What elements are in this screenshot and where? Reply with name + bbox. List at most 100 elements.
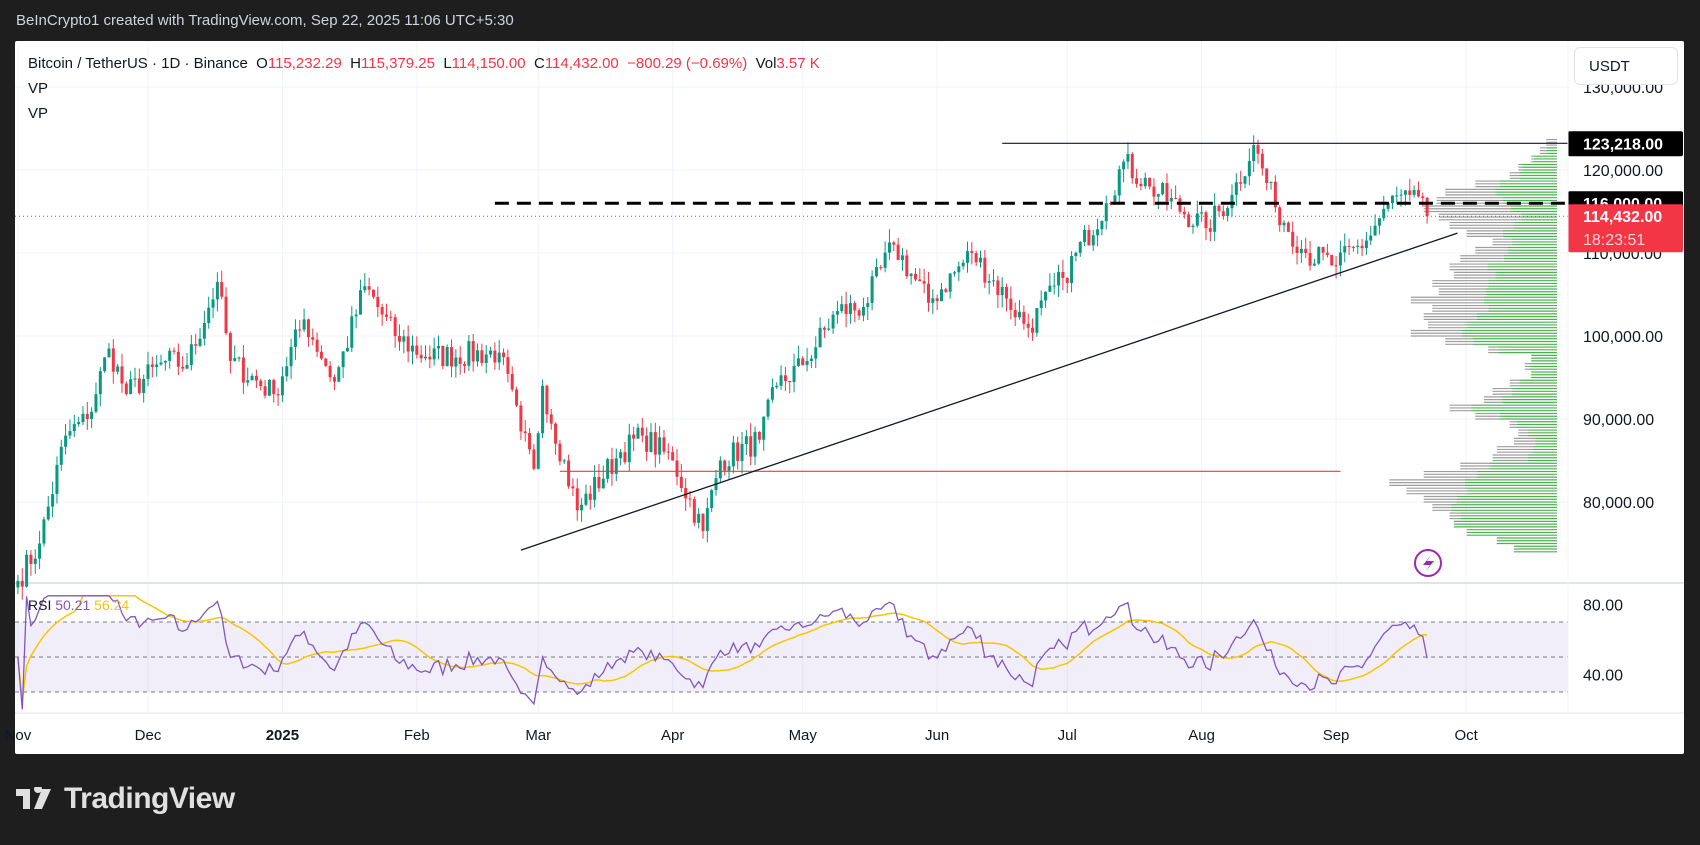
candle-body (961, 262, 965, 267)
candle-body (1070, 256, 1074, 284)
candle-body (129, 379, 133, 395)
candle-body (241, 357, 245, 383)
candle-body (202, 322, 206, 339)
candle-body (81, 413, 85, 423)
candle-body (879, 267, 883, 269)
candle-body (1130, 154, 1134, 179)
candle-body (142, 378, 146, 394)
candle-body (454, 357, 458, 367)
indicator-vp-1[interactable]: VP (28, 80, 49, 97)
candle-body (887, 242, 891, 253)
candle-body (562, 460, 566, 462)
candle-body (467, 341, 471, 366)
candle-body (1330, 254, 1334, 266)
candle-body (744, 436, 748, 444)
price-badge (1568, 204, 1683, 253)
tradingview-logo: TradingView (16, 782, 235, 816)
candle-body (20, 580, 24, 587)
candle-body (536, 433, 540, 469)
candle-body (324, 358, 328, 366)
candle-body (280, 376, 284, 396)
close-label: C (533, 55, 545, 72)
candle-body (805, 361, 809, 366)
candle-body (1139, 183, 1143, 187)
candle-body (987, 281, 991, 283)
candle-body (1304, 248, 1308, 253)
price-axis-label: 90,000.00 (1583, 412, 1654, 429)
price-axis-label: 100,000.00 (1583, 329, 1663, 346)
candle-body (85, 413, 89, 419)
candle-body (450, 347, 454, 367)
candle-body (215, 282, 219, 300)
candle-body (779, 375, 783, 386)
candle-body (1026, 323, 1030, 328)
currency-button[interactable]: USDT (1574, 47, 1678, 85)
indicator-vp-2[interactable]: VP (28, 105, 49, 122)
candle-body (1217, 205, 1221, 212)
candle-body (1325, 252, 1329, 255)
candle-body (1065, 277, 1069, 284)
candle-body (502, 352, 506, 358)
time-axis-label: Mar (525, 727, 551, 744)
candle-body (345, 347, 349, 352)
candle-body (51, 494, 55, 507)
rsi-legend[interactable]: RSI 50.21 56.24 (28, 597, 129, 613)
candle-body (1239, 182, 1243, 184)
candle-body (922, 281, 926, 284)
candle-body (1078, 242, 1082, 253)
candle-body (671, 452, 675, 461)
candle-body (267, 379, 271, 396)
candle-body (341, 351, 345, 368)
candle-body (1018, 311, 1022, 318)
candle-body (835, 311, 839, 315)
chart-caption: BeInCrypto1 created with TradingView.com… (16, 12, 514, 29)
candle-body (827, 328, 831, 330)
candle-body (900, 255, 904, 260)
candle-body (185, 365, 189, 369)
candle-body (736, 442, 740, 462)
volume-label: Vol (755, 55, 777, 72)
candle-body (250, 375, 254, 381)
candle-body (1321, 247, 1325, 253)
candle-body (1299, 248, 1303, 254)
candle-body (1178, 198, 1182, 212)
candle-body (831, 314, 835, 329)
rsi-label: RSI (28, 597, 52, 613)
chart-panel[interactable] (15, 41, 1684, 754)
candle-body (541, 385, 545, 434)
change-value: −800.29 (−0.69%) (627, 55, 748, 72)
candle-body (575, 488, 579, 511)
candle-body (1390, 195, 1394, 204)
candle-body (146, 364, 150, 379)
candle-body (783, 375, 787, 382)
candle-body (662, 437, 666, 452)
candle-body (1044, 291, 1048, 301)
candle-body (1165, 183, 1169, 202)
candle-body (1074, 252, 1078, 257)
candle-body (740, 443, 744, 462)
candle-body (983, 257, 987, 283)
candle-body (1425, 197, 1429, 217)
candle-body (905, 255, 909, 277)
candle-body (1061, 271, 1065, 278)
candle-body (614, 458, 618, 474)
candle-body (393, 317, 397, 336)
symbol-title[interactable]: Bitcoin / TetherUS · 1D · Binance (28, 55, 248, 72)
candle-body (952, 272, 956, 274)
price-badge-label: 114,432.00 (1583, 209, 1662, 226)
candle-body (757, 431, 761, 440)
price-badge-label: 123,218.00 (1583, 136, 1663, 153)
candle-body (1143, 177, 1147, 187)
candle-body (653, 432, 657, 455)
candle-body (1243, 176, 1247, 184)
candle-body (1286, 222, 1290, 232)
candle-body (675, 460, 679, 477)
candle-body (25, 554, 29, 587)
candle-body (397, 336, 401, 342)
candle-body (844, 304, 848, 315)
low-label: L (443, 55, 452, 72)
candle-body (974, 253, 978, 263)
candle-body (406, 336, 410, 352)
candle-body (419, 354, 423, 359)
